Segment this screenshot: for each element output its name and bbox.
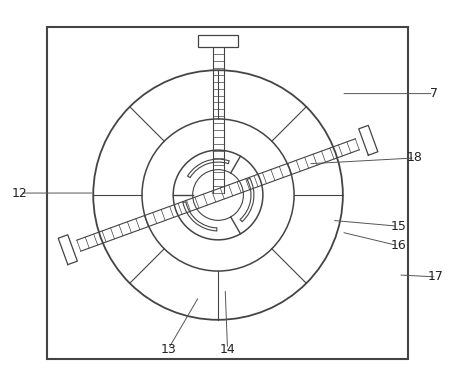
Bar bbox=[47, 27, 408, 359]
Text: 13: 13 bbox=[160, 342, 176, 356]
Text: 14: 14 bbox=[219, 342, 236, 356]
Text: 7: 7 bbox=[430, 87, 438, 100]
Text: 15: 15 bbox=[390, 220, 406, 233]
Text: 17: 17 bbox=[428, 270, 444, 284]
Text: 16: 16 bbox=[390, 239, 406, 252]
Bar bbox=[198, 35, 238, 47]
Text: 18: 18 bbox=[407, 151, 423, 165]
Text: 12: 12 bbox=[12, 186, 28, 200]
